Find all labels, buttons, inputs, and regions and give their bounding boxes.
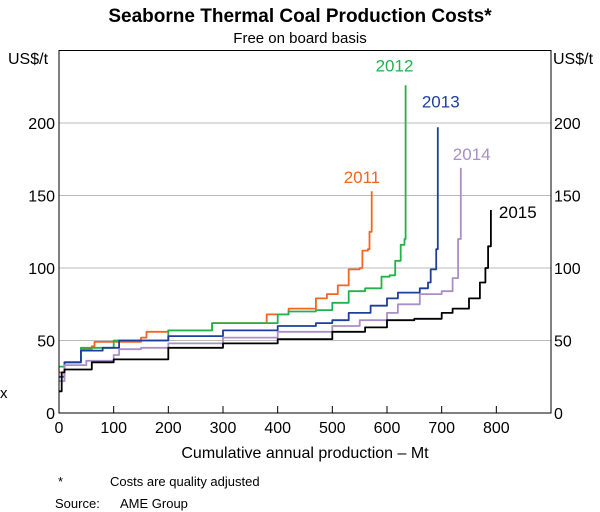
chart-title: Seaborne Thermal Coal Production Costs* (108, 6, 492, 27)
footnote-text: Costs are quality adjusted (110, 474, 260, 489)
series-label-2015: 2015 (499, 203, 537, 222)
y-tick-label-left: 150 (28, 189, 55, 206)
y-tick-label-right: 0 (554, 406, 563, 423)
y-tick-label-left: 50 (37, 334, 55, 351)
y-tick-label-left: 100 (28, 261, 55, 278)
y-tick-label-left: 0 (46, 406, 55, 423)
series-label-2013: 2013 (422, 92, 460, 111)
chart-subtitle: Free on board basis (233, 30, 366, 47)
series-label-2011: 2011 (344, 168, 381, 187)
x-tick-label: 100 (100, 420, 127, 437)
x-tick-label: 700 (428, 420, 455, 437)
series-line-2015 (59, 210, 492, 393)
x-tick-label: 800 (483, 420, 510, 437)
x-tick-label: 400 (264, 420, 291, 437)
source-label: Source: (55, 496, 100, 511)
x-tick-label: 0 (55, 420, 64, 437)
series-label-2014: 2014 (453, 145, 491, 164)
y-tick-label-right: 200 (554, 116, 581, 133)
y-tick-label-right: 150 (554, 189, 581, 206)
x-tick-label: 300 (210, 420, 237, 437)
axis-break-mark: x (0, 385, 8, 402)
x-tick-label: 200 (155, 420, 182, 437)
series-line-2013 (59, 127, 439, 378)
y-axis-label-right: US$/t (553, 51, 594, 68)
x-tick-label: 600 (374, 420, 401, 437)
source-text: AME Group (120, 496, 188, 511)
plot-frame (58, 50, 552, 414)
series-line-2014 (59, 167, 462, 382)
y-tick-label-right: 50 (554, 334, 572, 351)
x-tick-label: 500 (319, 420, 346, 437)
y-axis-label-left: US$/t (8, 51, 49, 68)
y-tick-label-right: 100 (554, 261, 581, 278)
series-line-2011 (59, 191, 373, 374)
y-tick-label-left: 200 (28, 116, 55, 133)
series-line-2012 (59, 85, 407, 368)
series-label-2012: 2012 (376, 56, 414, 75)
x-axis-label: Cumulative annual production – Mt (181, 445, 429, 462)
footnote-marker: * (58, 474, 63, 489)
